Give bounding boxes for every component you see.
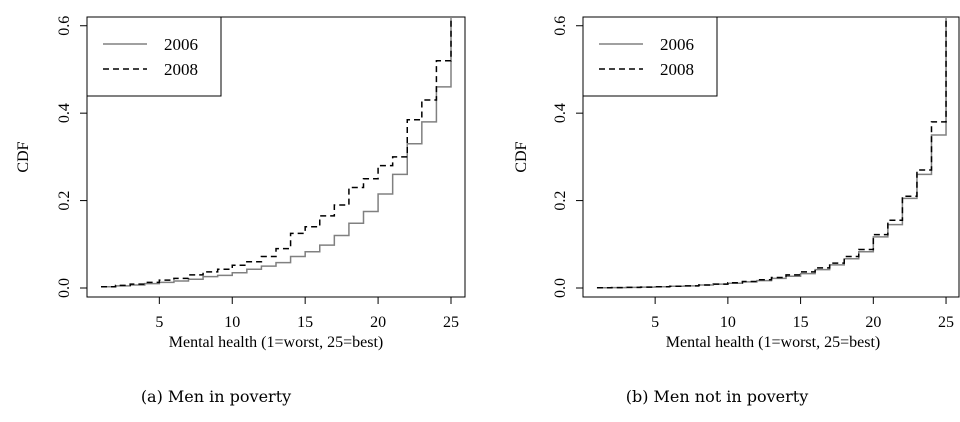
x-tick-label: 25: [443, 314, 459, 331]
legend-box: [582, 16, 718, 97]
x-tick-label: 10: [224, 314, 240, 331]
y-tick-label: 0.0: [552, 278, 569, 298]
y-tick-label: 0.6: [552, 16, 569, 36]
y-tick-label: 0.6: [56, 16, 73, 36]
x-axis-label: Mental health (1=worst, 25=best): [169, 334, 383, 351]
x-tick-label: 5: [155, 314, 163, 331]
x-axis-label: Mental health (1=worst, 25=best): [666, 334, 880, 351]
y-tick-label: 0.2: [552, 191, 569, 211]
x-tick-label: 10: [720, 314, 736, 331]
legend-label: 2008: [660, 60, 694, 79]
x-tick-label: 25: [938, 314, 954, 331]
y-axis-label: CDF: [15, 141, 32, 172]
x-tick-label: 20: [370, 314, 386, 331]
series-line-2008: [101, 17, 452, 288]
y-tick-label: 0.2: [56, 191, 73, 211]
x-tick-label: 20: [865, 314, 881, 331]
y-axis-label: CDF: [513, 141, 530, 172]
chart-panel-1: 5 10 15 20 25 0.0 0.2 0.4 0.6 Mental health (1=wo…: [15, 16, 466, 406]
plot-frame: [582, 16, 960, 298]
legend-label: 2008: [164, 60, 198, 79]
x-tick-label: 15: [297, 314, 313, 331]
legend: 2006 2008: [86, 16, 222, 97]
x-tick-label: 5: [651, 314, 659, 331]
series-line-2006: [101, 17, 452, 288]
y-tick-label: 0.4: [56, 103, 73, 123]
y-tick-label: 0.0: [56, 278, 73, 298]
chart-panel-2: 5 10 15 20 25 0.0 0.2 0.4 0.6 Mental health (1=wo…: [513, 16, 960, 406]
legend-label: 2006: [164, 35, 198, 54]
chart-caption: (a) Men in poverty: [141, 387, 291, 406]
legend: 2006 2008: [582, 16, 718, 97]
chart-caption: (b) Men not in poverty: [626, 387, 809, 406]
series-line-2008: [596, 17, 947, 289]
x-tick-label: 15: [793, 314, 809, 331]
legend-box: [86, 16, 222, 97]
y-tick-label: 0.4: [552, 103, 569, 123]
legend-label: 2006: [660, 35, 694, 54]
plot-frame: [86, 16, 466, 298]
